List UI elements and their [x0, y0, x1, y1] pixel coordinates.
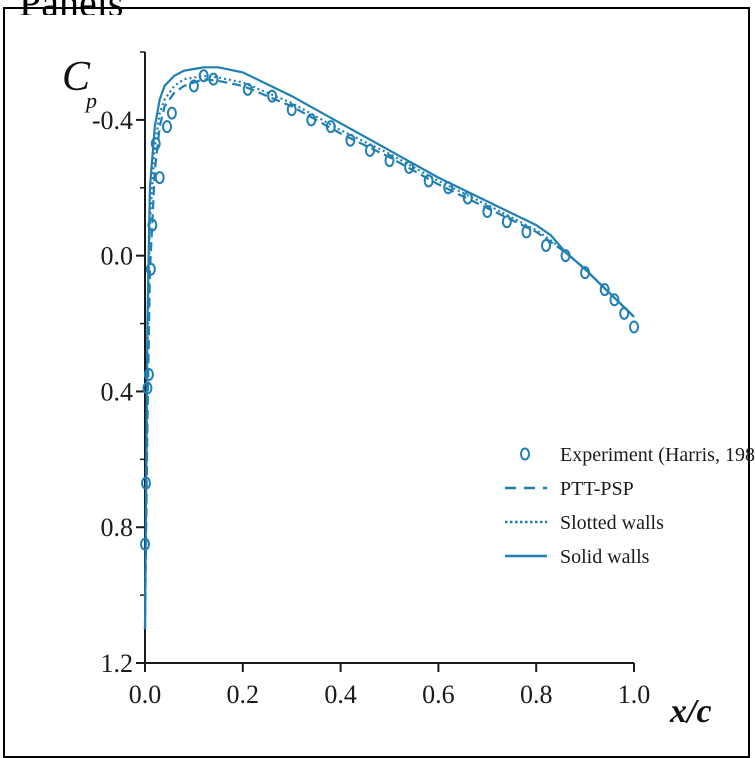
experiment-point: [599, 283, 610, 297]
legend-label: PTT-PSP: [560, 478, 634, 500]
y-axis-title: C: [62, 54, 91, 100]
axes: -0.40.00.40.81.20.0 0.2 0.4 0.6 0.8 1.0: [92, 51, 651, 709]
series-line-dotted: [143, 74, 635, 630]
experiment-point: [166, 106, 177, 120]
experiment-point: [629, 320, 639, 334]
experiment-point: [384, 154, 395, 168]
x-tick-label: 0.2: [227, 680, 260, 709]
figure-frame: Panels: [3, 0, 750, 758]
legend-label: Slotted walls: [560, 512, 664, 534]
experiment-point: [188, 79, 199, 93]
legend-label: Experiment (Harris, 1981): [560, 444, 755, 466]
experiment-point: [154, 171, 165, 185]
experiment-point: [423, 174, 434, 188]
x-tick-label: 0.0: [129, 680, 162, 709]
legend-marker-experiment: [520, 447, 530, 461]
y-tick-label: 0.4: [101, 377, 134, 406]
series-line-solid: [143, 66, 635, 630]
y-tick-label: -0.4: [92, 106, 133, 135]
x-axis-title: x/c: [669, 693, 712, 730]
experiment-point: [345, 133, 356, 147]
x-tick-label: 1.0: [618, 680, 651, 709]
x-tick-label: 0.4: [324, 680, 357, 709]
y-tick-label: 0.0: [101, 242, 134, 271]
legend: Experiment (Harris, 1981) PTT-PSP Slotted …: [505, 444, 755, 568]
experiment-point: [286, 103, 297, 117]
series-layer: [140, 66, 639, 630]
experiment-point: [364, 143, 375, 157]
experiment-point: [609, 293, 620, 307]
legend-label: Solid walls: [560, 546, 650, 568]
y-tick-label: 0.8: [101, 513, 134, 542]
experiment-point: [501, 215, 512, 229]
experiment-point: [162, 120, 173, 134]
x-tick-label: 0.6: [422, 680, 455, 709]
header-title: Panels: [19, 0, 219, 15]
x-tick-label: 0.8: [520, 680, 553, 709]
experiment-point: [482, 205, 493, 219]
y-axis-title-subscript: p: [84, 88, 97, 113]
y-tick-label: 1.2: [101, 649, 134, 678]
